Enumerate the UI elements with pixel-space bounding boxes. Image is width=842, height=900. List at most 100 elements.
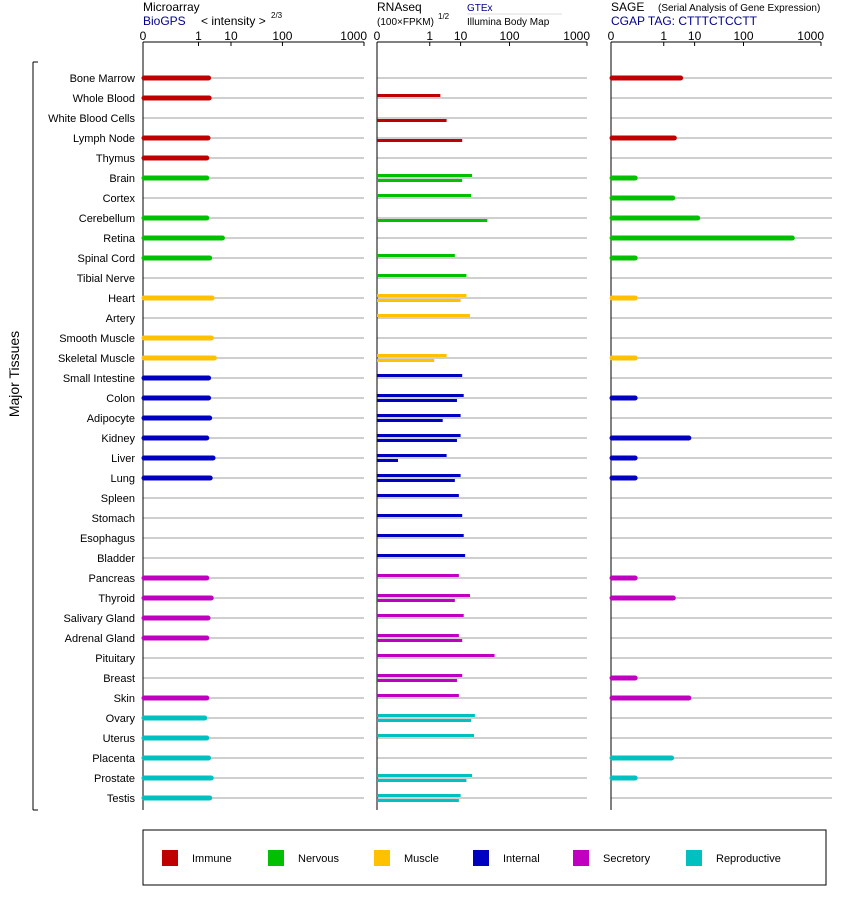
tissue-label: White Blood Cells [48, 113, 135, 125]
bar-gtex [377, 714, 475, 717]
rnaseq-tick-label: 1 [426, 29, 433, 43]
bar-gtex [377, 614, 464, 617]
bar-illumina [377, 439, 457, 442]
tissue-label: Heart [108, 293, 135, 305]
tissue-label: Breast [103, 673, 135, 685]
tissue-label: Brain [109, 173, 135, 185]
bar-gtex [377, 254, 455, 257]
bar-illumina [377, 179, 463, 182]
bar-gtex [377, 414, 461, 417]
bar-gtex [377, 534, 464, 537]
legend-label-muscle: Muscle [404, 853, 439, 865]
tissue-label: Bladder [97, 553, 135, 565]
tissue-label: Thymus [96, 153, 136, 165]
tissue-label: Pancreas [89, 573, 136, 585]
tissue-label: Skeletal Muscle [58, 353, 135, 365]
microarray-tick-label: 0 [140, 29, 147, 43]
legend-swatch-nervous [268, 850, 284, 866]
legend-label-nervous: Nervous [298, 853, 339, 865]
sage-tick-label: 1000 [797, 29, 824, 43]
legend-swatch-muscle [374, 850, 390, 866]
bar-gtex [377, 494, 459, 497]
bar-gtex [377, 354, 447, 357]
bar-gtex [377, 194, 472, 197]
bar-illumina [377, 459, 398, 462]
biogps-link[interactable]: BioGPS [143, 14, 186, 28]
bar-gtex [377, 174, 473, 177]
tissue-label: Whole Blood [73, 93, 135, 105]
bar-gtex [377, 94, 441, 97]
sage-subtitle: (Serial Analysis of Gene Expression) [658, 3, 820, 14]
tissue-label: Skin [114, 693, 135, 705]
rnaseq-unit: (100×FPKM) [377, 17, 434, 28]
tissue-label: Prostate [94, 773, 135, 785]
bar-illumina [377, 359, 435, 362]
tissue-label: Tibial Nerve [77, 273, 135, 285]
tissue-label: Cortex [103, 193, 136, 205]
rnaseq-tick-label: 1000 [563, 29, 590, 43]
gtex-link[interactable]: GTEx [467, 3, 493, 14]
legend-label-reproductive: Reproductive [716, 853, 781, 865]
bar-illumina [377, 419, 443, 422]
legend-swatch-immune [162, 850, 178, 866]
tissue-label: Stomach [92, 513, 135, 525]
bar-gtex [377, 794, 461, 797]
legend-swatch-internal [473, 850, 489, 866]
tissue-label: Adrenal Gland [65, 633, 135, 645]
microarray-tick-label: 100 [272, 29, 292, 43]
bar-gtex [377, 574, 459, 577]
bar-gtex [377, 274, 467, 277]
bar-illumina [377, 219, 488, 222]
microarray-tick-label: 1 [195, 29, 202, 43]
sage-tick-label: 1 [660, 29, 667, 43]
tissue-label: Adipocyte [87, 413, 135, 425]
sage-tick-label: 100 [733, 29, 753, 43]
bar-gtex [377, 454, 447, 457]
bar-gtex [377, 434, 461, 437]
legend-label-internal: Internal [503, 853, 540, 865]
tissue-label: Thyroid [98, 593, 135, 605]
bar-illumina [377, 599, 455, 602]
legend-swatch-reproductive [686, 850, 702, 866]
bar-illumina [377, 399, 457, 402]
tissue-label: Kidney [101, 433, 135, 445]
tissue-label: Retina [103, 233, 136, 245]
bar-gtex [377, 394, 464, 397]
y-axis-label: Major Tissues [6, 331, 22, 417]
tissue-label: Bone Marrow [70, 73, 135, 85]
bar-gtex [377, 774, 473, 777]
bar-gtex [377, 634, 459, 637]
bar-illumina [377, 299, 461, 302]
sage-tick-label: 10 [688, 29, 702, 43]
bar-gtex [377, 674, 463, 677]
bar-illumina [377, 639, 463, 642]
bar-gtex [377, 314, 470, 317]
tissue-label: Pituitary [95, 653, 135, 665]
rnaseq-title: RNAseq [377, 0, 422, 14]
bar-gtex [377, 294, 467, 297]
rnaseq-tick-label: 10 [454, 29, 468, 43]
tissue-label: Smooth Muscle [59, 333, 135, 345]
bar-gtex [377, 554, 466, 557]
bar-illumina [377, 779, 467, 782]
bar-gtex [377, 514, 463, 517]
bar-gtex [377, 594, 470, 597]
bar-illumina [377, 119, 447, 122]
tissue-label: Spinal Cord [78, 253, 135, 265]
microarray-measure: < intensity > [201, 14, 266, 28]
tissue-label: Small Intestine [63, 373, 135, 385]
bar-gtex [377, 374, 463, 377]
tissue-label: Spleen [101, 493, 135, 505]
rnaseq-tick-label: 0 [374, 29, 381, 43]
bar-illumina [377, 719, 472, 722]
bar-gtex [377, 694, 459, 697]
legend-label-immune: Immune [192, 853, 232, 865]
rnaseq-tick-label: 100 [499, 29, 519, 43]
illumina-label: Illumina Body Map [467, 17, 550, 28]
microarray-tick-label: 1000 [340, 29, 367, 43]
tissue-label: Salivary Gland [63, 613, 135, 625]
microarray-exponent: 2/3 [271, 11, 283, 20]
cgap-tag-link[interactable]: CGAP TAG: CTTTCTCCTT [611, 14, 758, 28]
bar-illumina [377, 679, 457, 682]
